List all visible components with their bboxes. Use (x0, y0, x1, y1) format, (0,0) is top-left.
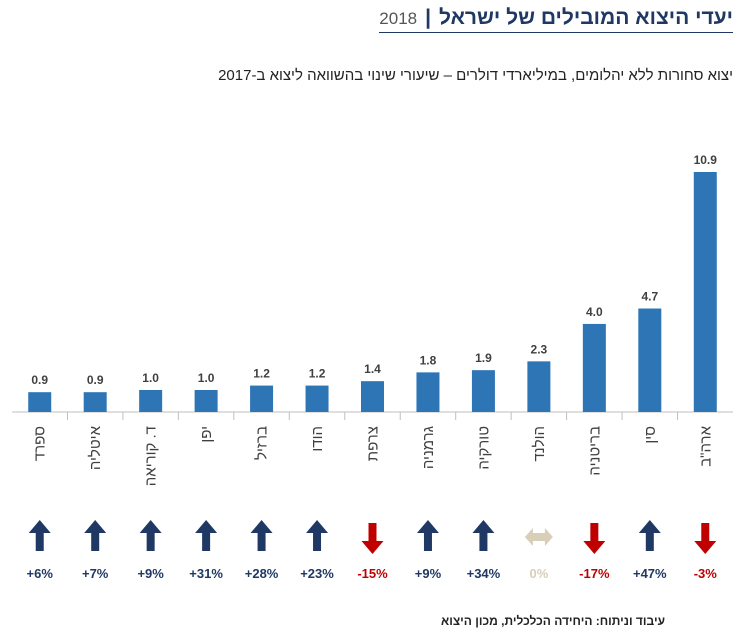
arrow-down-icon (583, 523, 606, 554)
bar (305, 385, 329, 412)
bar (28, 392, 52, 412)
category-label: יפן (198, 426, 215, 443)
bar (83, 392, 107, 412)
arrow-up-icon (250, 520, 273, 551)
data-label: 1.0 (142, 371, 159, 385)
change-label: +28% (245, 566, 279, 581)
arrow-up-icon (472, 520, 495, 551)
bar (416, 372, 440, 412)
arrow-up-icon (28, 520, 51, 551)
data-label: 0.9 (31, 373, 48, 387)
chart-subtitle: יצוא סחורות ללא יהלומים, במיליארדי דולרי… (218, 67, 733, 84)
data-label: 0.9 (87, 373, 104, 387)
chart-title: יעדי היצוא המובילים של ישראל (439, 6, 733, 29)
change-label: +34% (467, 566, 501, 581)
title-separator: | (425, 6, 432, 29)
data-label: 10.9 (694, 153, 718, 167)
data-label: 4.7 (641, 290, 658, 304)
arrow-up-icon (416, 520, 439, 551)
change-label: +9% (415, 566, 442, 581)
arrow-up-icon (84, 520, 107, 551)
category-label: סין (642, 426, 659, 444)
arrow-up-icon (195, 520, 218, 551)
bar (361, 381, 384, 412)
data-label: 1.9 (475, 351, 492, 365)
category-label: הולנד (531, 426, 548, 462)
category-label: טורקיה (475, 426, 492, 470)
change-label: +7% (82, 566, 109, 581)
bar (471, 370, 495, 412)
bar (250, 385, 274, 412)
data-label: 1.2 (253, 367, 270, 381)
category-label: ד. קוריאה (143, 426, 160, 486)
arrow-up-icon (306, 520, 329, 551)
change-label: +47% (633, 566, 667, 581)
arrow-left-right-icon (524, 528, 553, 546)
change-label: -17% (579, 566, 610, 581)
title-bar: יעדי היצוא המובילים של ישראל | 2018 (379, 6, 733, 33)
bar (139, 389, 163, 412)
change-label: -3% (694, 566, 718, 581)
change-label: +31% (189, 566, 223, 581)
source-footer: עיבוד וניתוח: היחידה הכלכלית, מכון היצוא (441, 614, 665, 628)
change-label: 0% (529, 566, 548, 581)
category-label: איטליה (87, 425, 104, 470)
data-label: 1.8 (420, 353, 437, 367)
data-label: 1.2 (309, 367, 326, 381)
data-label: 1.4 (364, 362, 381, 376)
title-year: 2018 (379, 9, 418, 28)
bar (693, 172, 717, 412)
data-label: 2.3 (531, 342, 548, 356)
change-label: +9% (137, 566, 164, 581)
change-label: +23% (300, 566, 334, 581)
category-label: בריטניה (586, 426, 603, 476)
category-label: ברזיל (254, 426, 271, 460)
category-label: ארה"ב (697, 425, 714, 466)
category-label: גרמניה (420, 426, 437, 469)
data-label: 1.0 (198, 371, 215, 385)
change-label: -15% (357, 566, 388, 581)
bar (194, 389, 218, 412)
category-label: הודו (309, 426, 326, 452)
arrow-down-icon (694, 523, 717, 554)
bar (638, 308, 662, 412)
bar (582, 323, 606, 412)
category-label: ספרד (32, 426, 49, 461)
change-label: +6% (27, 566, 54, 581)
arrow-down-icon (361, 523, 384, 554)
arrow-up-icon (139, 520, 162, 551)
arrow-up-icon (638, 520, 661, 551)
bar (527, 361, 551, 412)
category-label: צרפת (365, 426, 382, 461)
data-label: 4.0 (586, 305, 603, 319)
